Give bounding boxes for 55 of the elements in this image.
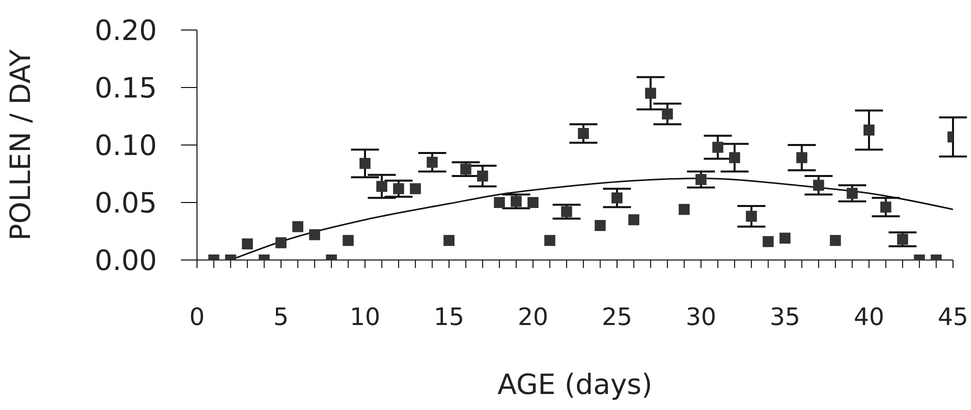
point (746, 210, 757, 222)
point (830, 234, 841, 246)
point (678, 204, 690, 215)
point (393, 183, 404, 194)
x-tick-label: 5 (273, 303, 289, 332)
point (460, 164, 472, 175)
point (897, 234, 908, 245)
x-tick-label: 30 (686, 303, 716, 332)
point (729, 152, 740, 164)
point (813, 180, 824, 191)
point (477, 170, 488, 182)
point (494, 197, 505, 208)
point (444, 234, 454, 246)
point (544, 234, 556, 246)
y-axis-title: POLLEN / DAY (4, 48, 37, 241)
point (360, 158, 370, 169)
point (309, 229, 320, 240)
y-tick-label: 0.00 (94, 244, 157, 277)
x-tick-label: 25 (602, 303, 632, 332)
x-tick-label: 15 (434, 303, 464, 332)
point (780, 232, 790, 244)
point (376, 180, 388, 192)
point (510, 196, 522, 207)
point (410, 183, 421, 194)
point (612, 192, 622, 204)
point (242, 238, 253, 250)
point (561, 206, 572, 218)
point (426, 156, 438, 168)
x-tick-label: 20 (518, 303, 548, 332)
point (762, 236, 774, 248)
x-axis-title: AGE (days) (498, 368, 652, 401)
point (276, 237, 286, 248)
x-tick-label: 0 (189, 303, 205, 332)
point (864, 124, 874, 136)
x-tick-label: 10 (350, 303, 380, 332)
y-tick-label: 0.10 (94, 128, 157, 162)
point (712, 142, 724, 153)
x-tick-label: 35 (770, 303, 800, 332)
point (628, 214, 640, 226)
point (292, 221, 304, 232)
point (578, 128, 589, 139)
y-tick-label: 0.20 (94, 14, 157, 47)
point (528, 197, 538, 208)
x-tick-label: 40 (854, 303, 884, 332)
point (662, 108, 673, 120)
y-tick-label: 0.15 (94, 71, 157, 104)
point (645, 88, 656, 99)
point (594, 220, 606, 231)
point (342, 234, 354, 246)
point (880, 202, 892, 213)
point (696, 174, 706, 185)
x-tick-label: 45 (938, 303, 968, 332)
y-tick-label: 0.05 (94, 186, 157, 220)
point (796, 152, 808, 164)
point (846, 188, 858, 199)
